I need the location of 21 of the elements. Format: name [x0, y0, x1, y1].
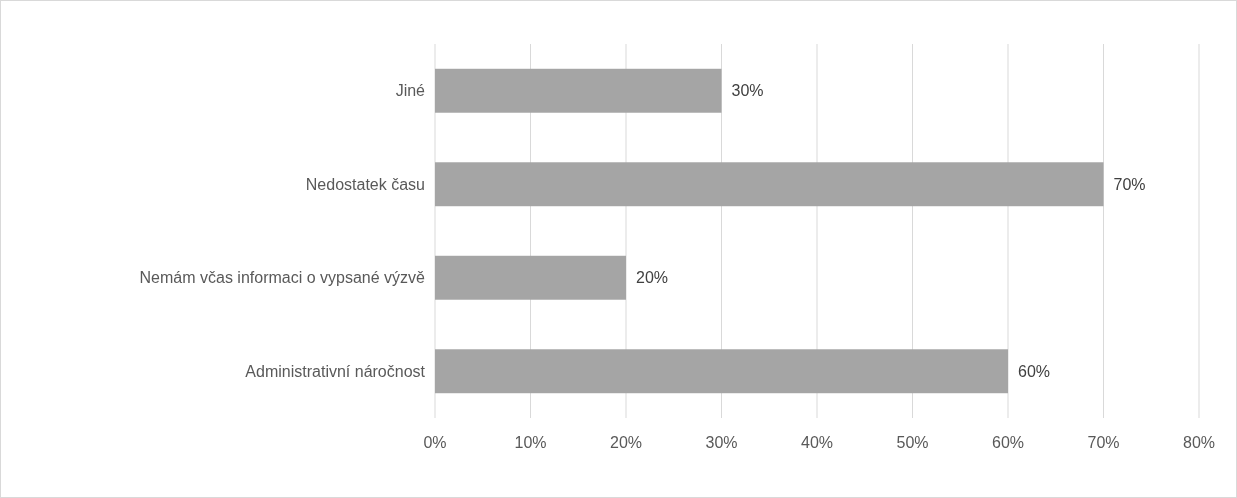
y-tick-label: Administrativní náročnost — [245, 362, 426, 380]
y-tick-label: Nemám včas informaci o vypsané výzvě — [139, 269, 426, 287]
x-tick-label: 80% — [1182, 434, 1216, 451]
x-tick-label: 10% — [514, 434, 547, 451]
x-tick-label: 70% — [1087, 434, 1120, 451]
x-tick-label: 60% — [991, 434, 1025, 451]
x-tick-label: 30% — [705, 434, 738, 451]
data-label: 30% — [731, 82, 764, 100]
y-tick-label: Jiné — [395, 82, 426, 100]
y-tick-label: Nedostatek času — [305, 175, 425, 193]
x-tick-label: 0% — [423, 434, 447, 451]
x-tick-label: 50% — [896, 434, 929, 451]
x-tick-label: 40% — [800, 434, 834, 451]
data-label: 60% — [1018, 362, 1051, 380]
bar — [435, 162, 1104, 207]
data-label: 20% — [636, 269, 669, 287]
x-tick-label: 20% — [609, 434, 643, 451]
data-label: 70% — [1113, 175, 1146, 193]
bar — [435, 349, 1008, 394]
bar — [435, 255, 626, 300]
bar — [435, 68, 722, 113]
